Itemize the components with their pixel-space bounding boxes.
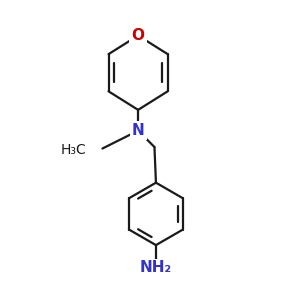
Text: O: O <box>132 28 145 43</box>
Text: NH₂: NH₂ <box>140 260 172 275</box>
Text: N: N <box>132 123 145 138</box>
Text: H₃C: H₃C <box>60 143 86 157</box>
